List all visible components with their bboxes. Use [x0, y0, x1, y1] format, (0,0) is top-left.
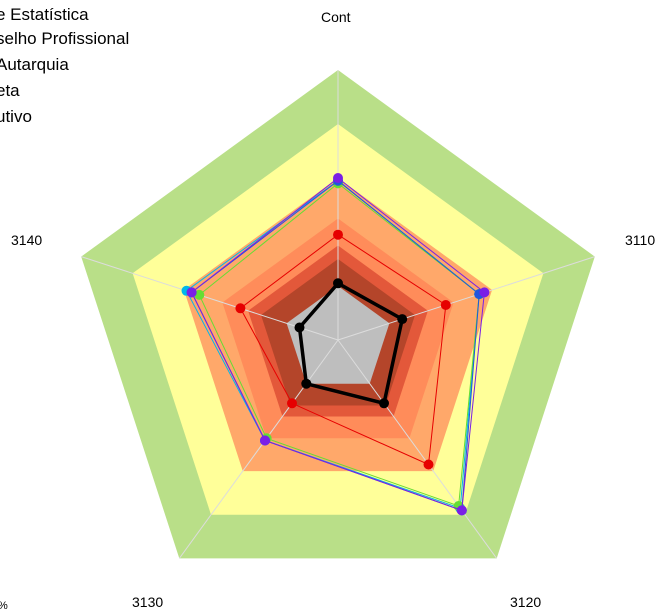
spoke-3110: [337, 256, 595, 341]
series-5: [235, 229, 451, 470]
series-6: [294, 278, 408, 409]
series-5-point-Cont: [333, 229, 343, 240]
series-4-point-Cont: [333, 173, 343, 183]
spoke-3130: [178, 339, 339, 559]
corner-note: %: [0, 600, 8, 612]
legend-item-4: eta: [0, 81, 20, 100]
series-4-line: [190, 177, 485, 512]
series-4-point-3130: [260, 435, 270, 446]
axis-label-3140: 3140: [11, 232, 43, 248]
series-4-point-3120: [456, 505, 467, 516]
legend-item-3: Autarquia: [0, 55, 69, 74]
axis-label-3120: 3120: [510, 594, 542, 610]
series-6-line: [297, 281, 405, 406]
series-5-point-3130: [287, 398, 297, 409]
spoke-3120: [337, 339, 498, 559]
series-5-line: [239, 234, 447, 466]
series-4: [186, 173, 490, 516]
series-6-point-3120: [379, 398, 389, 409]
legend-item-5: utivo: [0, 107, 32, 126]
series-5-point-3120: [423, 459, 434, 470]
series-6-point-3110: [397, 314, 408, 325]
legend-item-1: e Estatística: [0, 5, 89, 24]
axis-spokes: [81, 70, 595, 559]
series-4-point-3140: [186, 287, 197, 298]
series-6-point-3140: [294, 322, 305, 333]
axis-label-cont: Cont: [321, 9, 351, 25]
series-6-point-3130: [301, 378, 312, 389]
series-5-point-3140: [235, 303, 246, 314]
series-6-point-Cont: [333, 278, 343, 289]
series-4-point-3110: [479, 287, 490, 298]
series-layer: [181, 173, 490, 516]
series-2-point-3140: [194, 289, 205, 300]
axis-label-3130: 3130: [132, 594, 164, 610]
legend-item-2: selho Profissional: [0, 29, 130, 48]
series-5-point-3110: [440, 300, 451, 310]
axis-label-3110: 3110: [625, 232, 656, 248]
